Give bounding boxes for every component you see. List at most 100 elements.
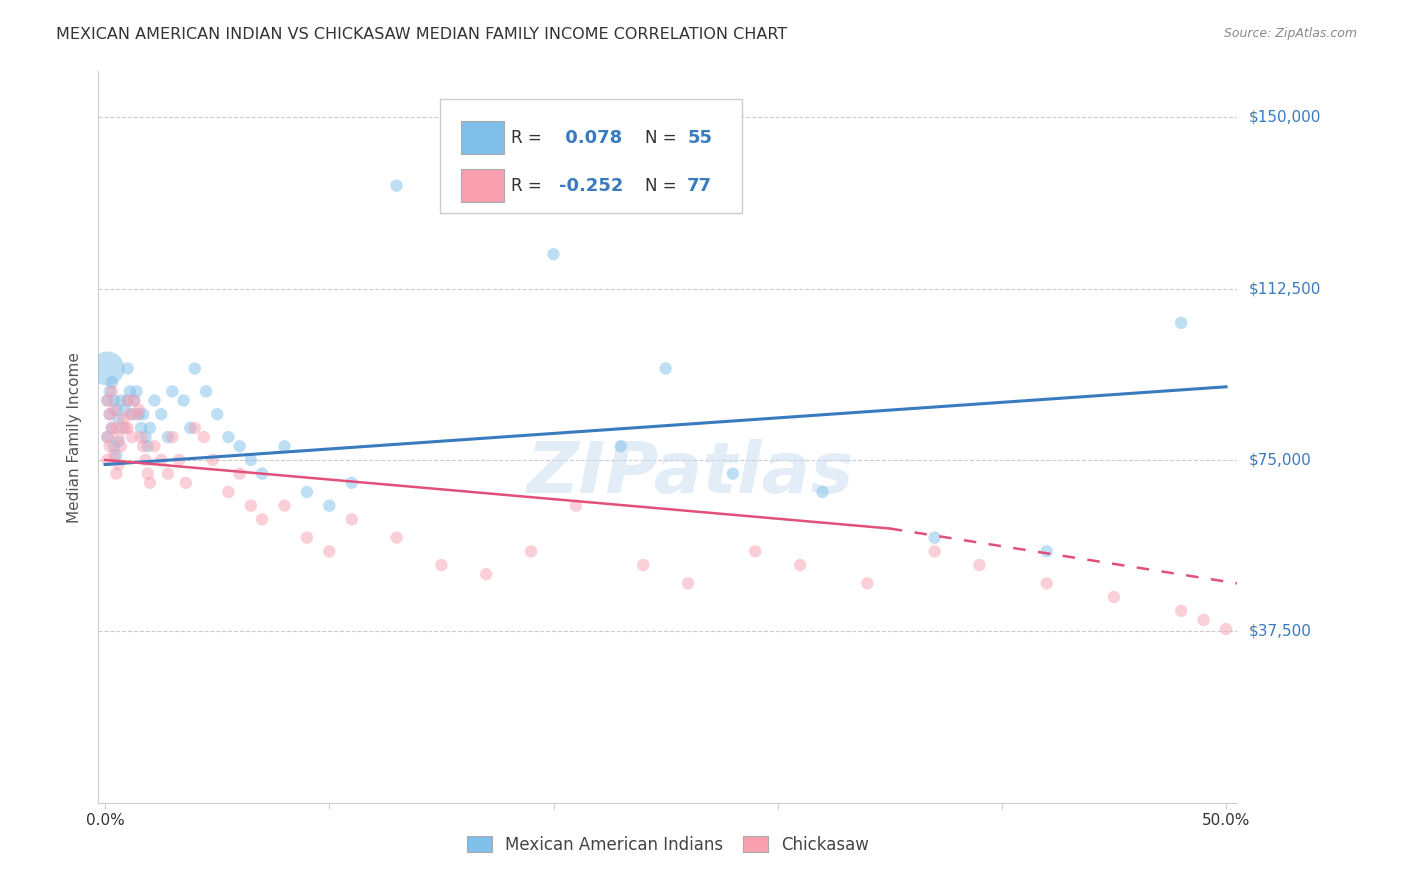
Point xyxy=(1237,590,1260,604)
Point xyxy=(1305,622,1327,636)
Point xyxy=(107,458,129,472)
Point xyxy=(228,467,250,481)
Point xyxy=(118,384,141,399)
Point xyxy=(125,384,148,399)
Point xyxy=(117,361,139,376)
Point xyxy=(201,453,224,467)
Point xyxy=(121,407,143,421)
Point xyxy=(96,430,118,444)
Point xyxy=(195,384,218,399)
Point xyxy=(105,421,128,435)
Point xyxy=(184,421,207,435)
Point xyxy=(340,475,363,490)
Point xyxy=(1327,567,1350,582)
Point xyxy=(117,393,139,408)
Point xyxy=(103,393,125,408)
Point xyxy=(118,407,141,421)
Point xyxy=(96,393,118,408)
Point xyxy=(385,178,408,193)
Point xyxy=(174,475,197,490)
Point xyxy=(112,411,135,425)
Point xyxy=(173,393,195,408)
Y-axis label: Median Family Income: Median Family Income xyxy=(67,351,83,523)
Point xyxy=(207,407,229,421)
Point xyxy=(96,361,118,376)
Point xyxy=(1170,316,1192,330)
Point xyxy=(318,499,340,513)
Point xyxy=(134,430,156,444)
Text: $75,000: $75,000 xyxy=(1249,452,1312,467)
Text: R =: R = xyxy=(510,128,547,147)
Point xyxy=(110,439,132,453)
Point xyxy=(1035,576,1057,591)
Point xyxy=(96,430,118,444)
Point xyxy=(117,393,139,408)
Point xyxy=(101,384,124,399)
Point xyxy=(121,430,143,444)
Point xyxy=(167,453,190,467)
Point xyxy=(295,531,318,545)
Point xyxy=(143,439,166,453)
Point xyxy=(107,411,129,425)
Text: -0.252: -0.252 xyxy=(558,177,623,194)
Point xyxy=(193,430,215,444)
Text: R =: R = xyxy=(510,177,547,194)
Point xyxy=(143,393,166,408)
Point xyxy=(520,544,543,558)
Point xyxy=(1372,613,1395,627)
Point xyxy=(98,407,121,421)
Point xyxy=(114,402,136,417)
Text: Source: ZipAtlas.com: Source: ZipAtlas.com xyxy=(1223,27,1357,40)
Text: 0.078: 0.078 xyxy=(558,128,621,147)
FancyBboxPatch shape xyxy=(461,169,503,202)
Point xyxy=(217,430,239,444)
Point xyxy=(98,384,121,399)
Point xyxy=(565,499,588,513)
Point xyxy=(124,393,146,408)
Point xyxy=(543,247,565,261)
Point xyxy=(101,421,124,435)
Point xyxy=(789,558,811,573)
Point xyxy=(318,544,340,558)
Point xyxy=(654,361,676,376)
Text: N =: N = xyxy=(645,128,682,147)
FancyBboxPatch shape xyxy=(461,121,503,154)
Point xyxy=(239,499,262,513)
Point xyxy=(101,421,124,435)
Point xyxy=(110,393,132,408)
Point xyxy=(156,467,179,481)
Point xyxy=(811,484,834,499)
Point xyxy=(156,430,179,444)
Point xyxy=(1170,604,1192,618)
Point xyxy=(101,375,124,389)
Point xyxy=(453,155,475,169)
Point xyxy=(744,544,766,558)
Point xyxy=(1035,544,1057,558)
Point xyxy=(924,544,946,558)
Point xyxy=(179,421,201,435)
Point xyxy=(107,434,129,449)
Point xyxy=(105,467,128,481)
Point xyxy=(273,439,295,453)
Point xyxy=(103,439,125,453)
Point xyxy=(150,407,173,421)
Text: ZIPatlas: ZIPatlas xyxy=(527,439,855,508)
Point xyxy=(1395,604,1406,618)
Point xyxy=(125,407,148,421)
Point xyxy=(239,453,262,467)
Point xyxy=(103,402,125,417)
Point xyxy=(340,512,363,526)
Point xyxy=(184,361,207,376)
Point xyxy=(385,531,408,545)
Point xyxy=(105,448,128,462)
Point xyxy=(98,439,121,453)
Point xyxy=(117,421,139,435)
Point xyxy=(124,393,146,408)
Point xyxy=(139,421,162,435)
Point xyxy=(430,558,453,573)
Text: N =: N = xyxy=(645,177,682,194)
Point xyxy=(107,430,129,444)
Point xyxy=(134,453,156,467)
Point xyxy=(273,499,295,513)
Point xyxy=(856,576,879,591)
